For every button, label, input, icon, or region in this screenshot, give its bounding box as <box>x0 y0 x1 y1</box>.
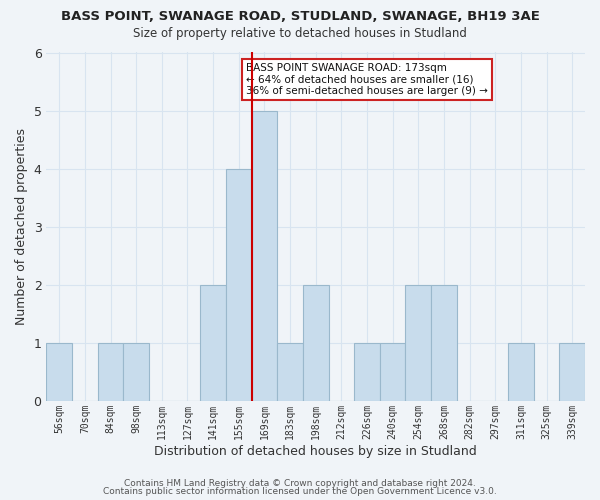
Bar <box>380 343 406 401</box>
Bar <box>303 285 329 401</box>
Bar <box>200 285 226 401</box>
Bar <box>251 110 277 401</box>
Bar <box>98 343 124 401</box>
X-axis label: Distribution of detached houses by size in Studland: Distribution of detached houses by size … <box>154 444 477 458</box>
Bar <box>508 343 534 401</box>
Bar <box>277 343 303 401</box>
Bar <box>354 343 380 401</box>
Bar <box>124 343 149 401</box>
Y-axis label: Number of detached properties: Number of detached properties <box>15 128 28 325</box>
Bar <box>431 285 457 401</box>
Bar <box>46 343 72 401</box>
Text: Contains public sector information licensed under the Open Government Licence v3: Contains public sector information licen… <box>103 487 497 496</box>
Bar <box>406 285 431 401</box>
Text: BASS POINT SWANAGE ROAD: 173sqm
← 64% of detached houses are smaller (16)
36% of: BASS POINT SWANAGE ROAD: 173sqm ← 64% of… <box>245 63 488 96</box>
Text: Size of property relative to detached houses in Studland: Size of property relative to detached ho… <box>133 28 467 40</box>
Bar <box>559 343 585 401</box>
Text: BASS POINT, SWANAGE ROAD, STUDLAND, SWANAGE, BH19 3AE: BASS POINT, SWANAGE ROAD, STUDLAND, SWAN… <box>61 10 539 23</box>
Text: Contains HM Land Registry data © Crown copyright and database right 2024.: Contains HM Land Registry data © Crown c… <box>124 478 476 488</box>
Bar <box>226 168 251 401</box>
